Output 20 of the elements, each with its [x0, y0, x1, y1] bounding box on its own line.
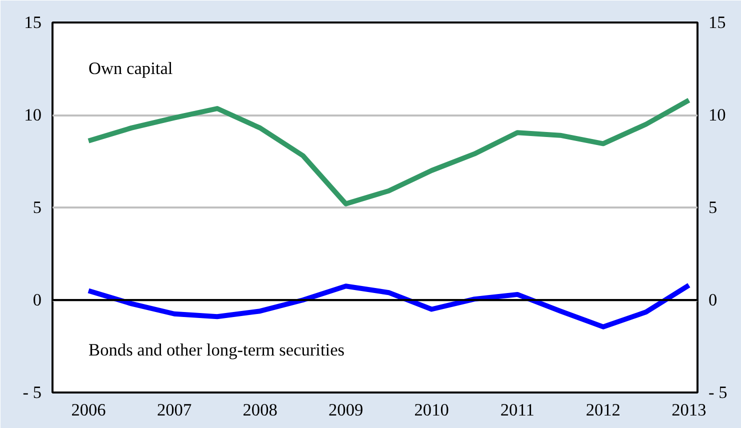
- y2-tick-label: 10: [708, 106, 726, 124]
- series-label: Bonds and other long-term securities: [88, 340, 345, 360]
- x-tick-label: 2009: [328, 400, 364, 420]
- x-tick-label: 2011: [500, 400, 534, 420]
- y2-tick-label: - 5: [708, 383, 728, 402]
- y-tick-label: 15: [24, 13, 42, 32]
- y2-tick-label: 15: [708, 13, 726, 32]
- y2-tick-label: 5: [708, 198, 718, 217]
- y-tick-label: - 5: [22, 383, 42, 402]
- y2-tick-label: 0: [708, 290, 718, 310]
- x-tick-label: 2006: [71, 400, 106, 420]
- y-tick-label: 10: [24, 106, 42, 124]
- x-tick-label: 2010: [414, 400, 449, 420]
- y-tick-label: 5: [32, 198, 42, 217]
- x-tick-label: 2007: [156, 400, 192, 420]
- x-tick-label: 2008: [242, 400, 278, 420]
- y-tick-label: 0: [32, 290, 42, 310]
- text: Own capital: [88, 59, 173, 78]
- x-tick-label: 2012: [586, 400, 620, 420]
- x-tick-label: 2013: [672, 400, 706, 420]
